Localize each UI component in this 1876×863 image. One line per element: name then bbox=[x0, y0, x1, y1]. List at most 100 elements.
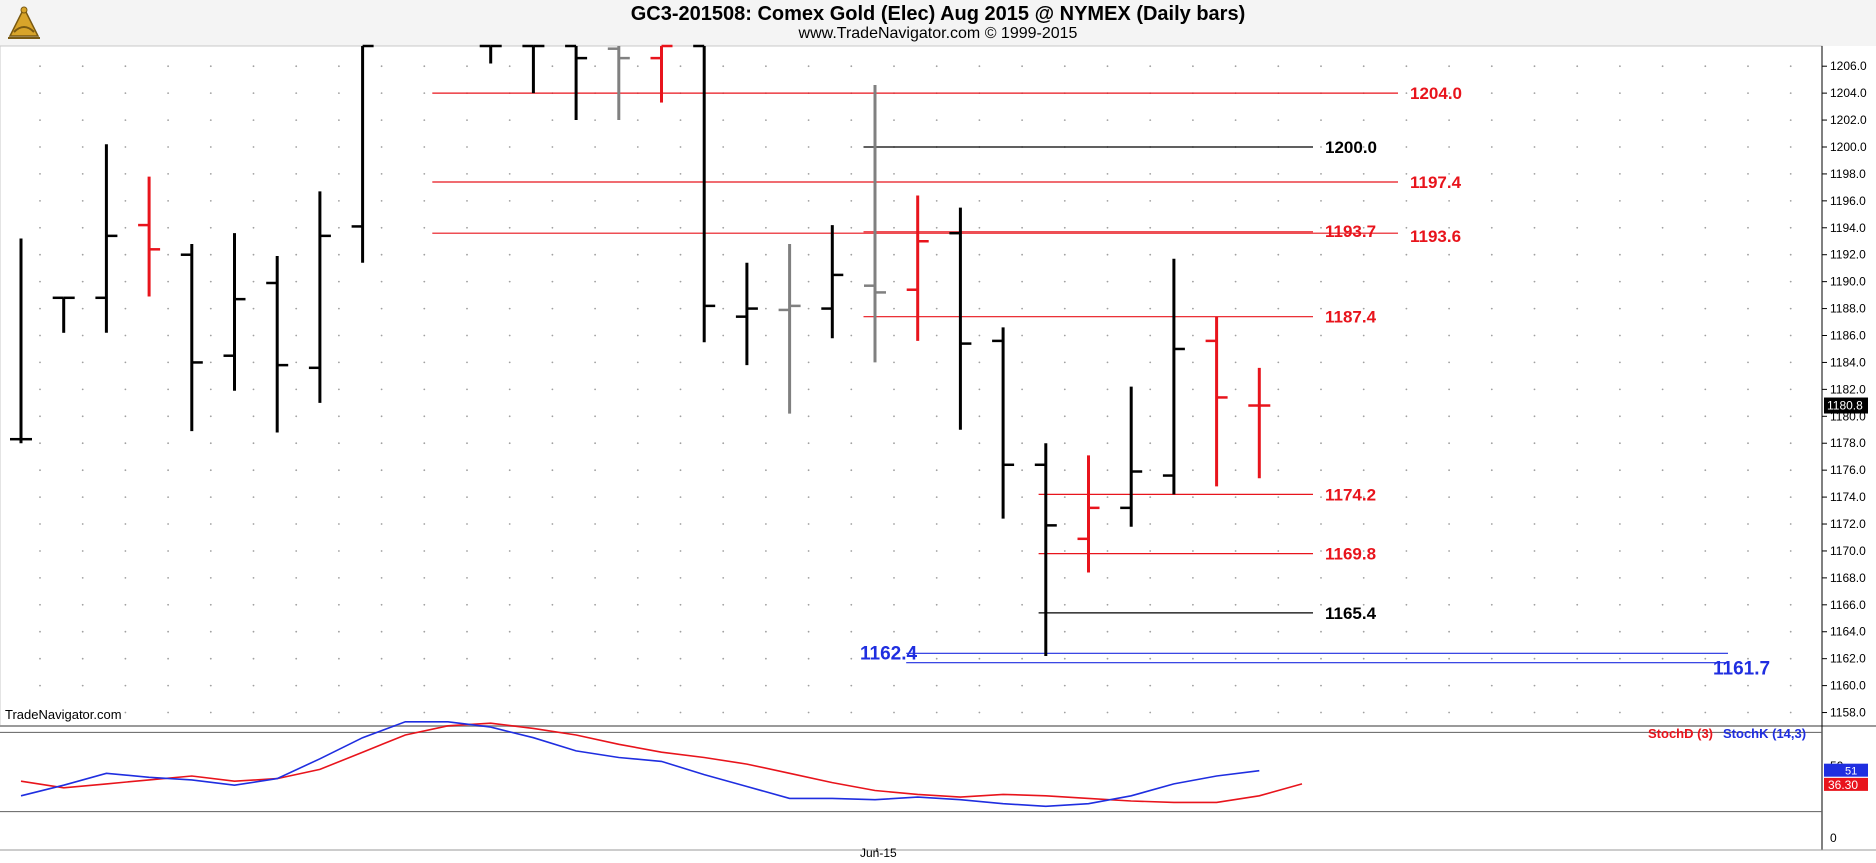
grid-dot bbox=[850, 388, 853, 391]
price-bar[interactable] bbox=[52, 296, 75, 333]
grid-dot bbox=[893, 119, 895, 121]
price-bar[interactable] bbox=[650, 44, 673, 103]
grid-dot bbox=[508, 119, 511, 121]
grid-dot bbox=[935, 442, 938, 445]
grid-dot bbox=[1405, 630, 1408, 633]
price-bar[interactable] bbox=[351, 44, 374, 263]
grid-dot bbox=[466, 442, 468, 445]
price-bar[interactable] bbox=[10, 238, 32, 444]
grid-dot bbox=[338, 657, 340, 660]
price-bar[interactable] bbox=[479, 44, 502, 64]
grid-dot bbox=[1277, 361, 1280, 364]
grid-dot bbox=[81, 684, 84, 687]
price-bar[interactable] bbox=[821, 225, 844, 339]
grid-dot bbox=[765, 711, 767, 714]
grid-dot bbox=[594, 307, 596, 310]
grid-dot bbox=[380, 226, 383, 229]
grid-dot bbox=[1106, 65, 1109, 68]
grid-dot bbox=[1063, 361, 1066, 364]
price-bar[interactable] bbox=[223, 233, 246, 391]
price-bar[interactable] bbox=[992, 327, 1015, 519]
price-bar[interactable] bbox=[778, 243, 801, 414]
grid-dot bbox=[1704, 200, 1707, 202]
price-bar[interactable] bbox=[266, 256, 289, 433]
grid-dot bbox=[1192, 65, 1194, 68]
grid-dot bbox=[1448, 119, 1450, 121]
grid-dot bbox=[1704, 684, 1707, 687]
grid-dot bbox=[722, 146, 725, 148]
price-bar[interactable] bbox=[180, 243, 203, 432]
grid-dot bbox=[252, 65, 255, 68]
grid-dot bbox=[1619, 307, 1621, 310]
grid-dot bbox=[466, 65, 468, 68]
grid-dot bbox=[1533, 173, 1536, 175]
price-bar[interactable] bbox=[522, 44, 545, 94]
grid-dot bbox=[1362, 280, 1365, 283]
price-bar[interactable] bbox=[693, 44, 716, 343]
grid-dot bbox=[466, 334, 468, 337]
price-bar[interactable] bbox=[1205, 316, 1228, 487]
price-bar[interactable] bbox=[95, 144, 118, 333]
grid-dot bbox=[850, 603, 853, 606]
grid-dot bbox=[1576, 361, 1579, 364]
price-bar[interactable] bbox=[607, 46, 630, 121]
grid-dot bbox=[636, 65, 639, 68]
grid-dot bbox=[1747, 550, 1749, 552]
grid-dot bbox=[1448, 146, 1450, 148]
grid-dot bbox=[1405, 442, 1408, 445]
grid-dot bbox=[209, 684, 212, 687]
grid-dot bbox=[1704, 711, 1707, 714]
grid-dot bbox=[1106, 173, 1109, 175]
grid-dot bbox=[722, 119, 725, 121]
grid-dot bbox=[423, 657, 426, 660]
grid-dot bbox=[167, 119, 170, 121]
grid-dot bbox=[1063, 388, 1066, 391]
price-bar[interactable] bbox=[1248, 367, 1271, 479]
grid-dot bbox=[81, 415, 84, 418]
grid-dot bbox=[1021, 603, 1023, 606]
grid-dot bbox=[466, 711, 468, 714]
grid-dot bbox=[807, 388, 810, 391]
grid-dot bbox=[380, 361, 383, 364]
grid-dot bbox=[1619, 146, 1621, 148]
grid-dot bbox=[1576, 603, 1579, 606]
price-bar[interactable] bbox=[1034, 443, 1057, 656]
grid-dot bbox=[1063, 173, 1066, 175]
price-bar[interactable] bbox=[864, 85, 886, 363]
grid-dot bbox=[594, 65, 596, 68]
price-bar[interactable] bbox=[735, 262, 758, 366]
price-bar[interactable] bbox=[565, 44, 588, 121]
price-bar[interactable] bbox=[1120, 386, 1143, 527]
grid-dot bbox=[1490, 469, 1493, 472]
grid-dot bbox=[252, 200, 255, 202]
y-tick-label: 1184.0 bbox=[1830, 355, 1866, 369]
grid-dot bbox=[1490, 603, 1493, 606]
grid-dot bbox=[423, 550, 426, 552]
grid-dot bbox=[39, 684, 41, 687]
price-bar[interactable] bbox=[138, 176, 161, 297]
price-bar[interactable] bbox=[1077, 455, 1100, 573]
price-bar[interactable] bbox=[949, 207, 972, 430]
grid-dot bbox=[1619, 577, 1621, 579]
grid-dot bbox=[1021, 173, 1023, 175]
grid-dot bbox=[1448, 657, 1450, 660]
price-bar[interactable] bbox=[1162, 258, 1185, 495]
grid-dot bbox=[1448, 226, 1450, 229]
grid-dot bbox=[1063, 523, 1066, 525]
grid-dot bbox=[1619, 280, 1621, 283]
grid-dot bbox=[1277, 577, 1280, 579]
grid-dot bbox=[679, 711, 682, 714]
grid-dot bbox=[807, 603, 810, 606]
grid-dot bbox=[893, 226, 895, 229]
grid-dot bbox=[167, 65, 170, 68]
y-tick-label: 1164.0 bbox=[1830, 625, 1866, 639]
price-bar[interactable] bbox=[308, 191, 331, 403]
grid-dot bbox=[39, 119, 41, 121]
price-bar[interactable] bbox=[906, 195, 929, 341]
grid-dot bbox=[81, 65, 84, 68]
grid-dot bbox=[295, 226, 298, 229]
grid-dot bbox=[978, 226, 981, 229]
grid-dot bbox=[466, 226, 468, 229]
grid-dot bbox=[807, 146, 810, 148]
